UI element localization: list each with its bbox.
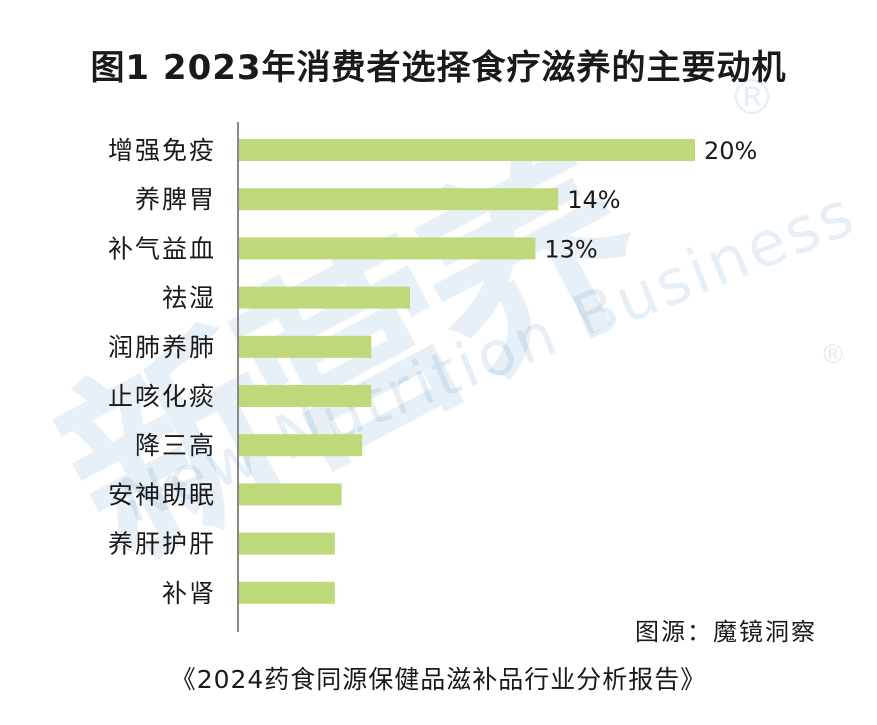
category-label-0: 增强免疫: [108, 136, 216, 165]
bar-0: [239, 139, 695, 161]
value-label-0: 20%: [704, 137, 757, 165]
category-label-4: 润肺养肺: [108, 333, 216, 362]
category-label-5: 止咳化痰: [108, 382, 216, 411]
category-label-7: 安神助眠: [108, 480, 216, 509]
bar-6: [239, 434, 363, 457]
category-label-2: 补气益血: [108, 234, 216, 263]
value-label-2: 13%: [544, 235, 597, 263]
bar-8: [239, 532, 335, 555]
category-label-1: 养脾胃: [135, 185, 216, 214]
chart-title: 图1 2023年消费者选择食疗滋养的主要动机: [90, 48, 787, 88]
bar-9: [239, 581, 335, 604]
bar-3: [239, 286, 410, 309]
watermark-registered-mark-small: ®: [820, 340, 846, 370]
chart-source: 图源：魔镜洞察: [635, 618, 817, 646]
bar-4: [239, 335, 372, 358]
bar-5: [239, 385, 372, 407]
bar-7: [239, 483, 342, 506]
category-label-6: 降三高: [135, 431, 216, 460]
category-label-9: 补肾: [162, 579, 216, 608]
category-label-8: 养肝护肝: [108, 530, 216, 559]
category-label-3: 祛湿: [162, 284, 216, 313]
report-title: 《2024药食同源保健品滋补品行业分析报告》: [170, 665, 707, 694]
watermark-registered-mark: ®: [728, 70, 776, 126]
bar-1: [239, 188, 559, 211]
value-label-1: 14%: [567, 186, 620, 214]
bar-2: [239, 237, 536, 260]
